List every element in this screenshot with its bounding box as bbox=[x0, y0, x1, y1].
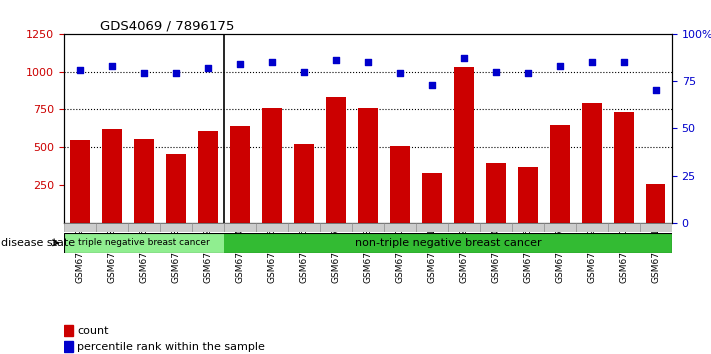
Point bbox=[299, 69, 310, 74]
Bar bbox=[102, 129, 122, 223]
Bar bbox=[614, 113, 634, 223]
Bar bbox=[608, 223, 640, 232]
Bar bbox=[422, 173, 442, 223]
Bar bbox=[224, 233, 688, 253]
Bar bbox=[390, 146, 410, 223]
Point bbox=[202, 65, 213, 70]
Point bbox=[362, 59, 374, 65]
Bar bbox=[358, 108, 378, 223]
Point bbox=[75, 67, 85, 73]
Bar bbox=[320, 223, 352, 232]
Text: triple negative breast cancer: triple negative breast cancer bbox=[78, 238, 210, 247]
Bar bbox=[454, 67, 474, 223]
Bar bbox=[512, 223, 544, 232]
Bar bbox=[64, 325, 73, 336]
Bar bbox=[262, 108, 282, 223]
Bar bbox=[166, 154, 186, 223]
Text: count: count bbox=[77, 326, 109, 336]
Bar bbox=[480, 223, 512, 232]
Point bbox=[138, 70, 149, 76]
Bar bbox=[486, 163, 506, 223]
Point bbox=[458, 56, 469, 61]
Bar bbox=[352, 223, 384, 232]
Bar bbox=[384, 223, 416, 232]
Bar bbox=[448, 223, 480, 232]
Point bbox=[522, 70, 533, 76]
Point bbox=[394, 70, 405, 76]
Text: disease state: disease state bbox=[1, 238, 75, 248]
Text: non-triple negative breast cancer: non-triple negative breast cancer bbox=[355, 238, 541, 248]
Bar bbox=[582, 103, 602, 223]
Bar bbox=[288, 223, 320, 232]
Bar bbox=[64, 233, 224, 253]
Bar bbox=[192, 223, 224, 232]
Bar bbox=[294, 144, 314, 223]
Point bbox=[427, 82, 438, 87]
Bar bbox=[640, 223, 672, 232]
Bar bbox=[70, 140, 90, 223]
Bar bbox=[96, 223, 128, 232]
Point bbox=[554, 63, 565, 69]
Point bbox=[170, 70, 181, 76]
Text: GDS4069 / 7896175: GDS4069 / 7896175 bbox=[100, 19, 234, 33]
Bar bbox=[518, 167, 538, 223]
Bar bbox=[160, 223, 192, 232]
Point bbox=[234, 61, 246, 67]
Point bbox=[618, 59, 630, 65]
Bar bbox=[550, 125, 570, 223]
Bar bbox=[64, 223, 96, 232]
Point bbox=[266, 59, 277, 65]
Point bbox=[106, 63, 117, 69]
Point bbox=[586, 59, 597, 65]
Bar bbox=[64, 341, 73, 353]
Bar bbox=[128, 223, 160, 232]
Bar bbox=[544, 223, 576, 232]
Bar bbox=[198, 131, 218, 223]
Bar bbox=[416, 223, 448, 232]
Text: percentile rank within the sample: percentile rank within the sample bbox=[77, 342, 265, 352]
Point bbox=[330, 57, 341, 63]
Bar bbox=[230, 126, 250, 223]
Bar bbox=[224, 223, 256, 232]
Bar bbox=[134, 139, 154, 223]
Bar bbox=[576, 223, 608, 232]
Point bbox=[490, 69, 501, 74]
Bar bbox=[256, 223, 288, 232]
Bar bbox=[326, 97, 346, 223]
Bar bbox=[646, 184, 665, 223]
Point bbox=[650, 88, 661, 93]
